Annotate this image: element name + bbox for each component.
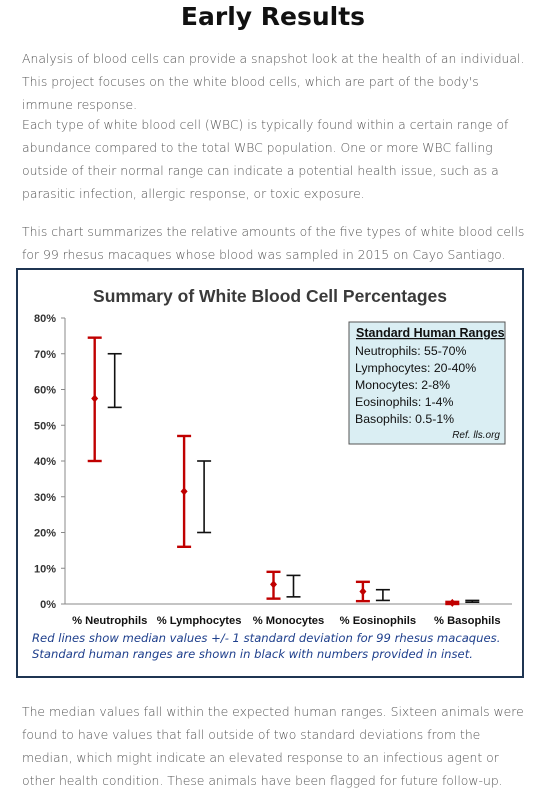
chart-description-paragraph: This chart summarizes the relative amoun…	[22, 224, 525, 262]
x-tick-label: % Monocytes	[253, 615, 325, 627]
inset-background	[348, 321, 506, 445]
caption-line-2: Standard human ranges are shown in black…	[32, 647, 473, 661]
y-tick-label: 40%	[34, 456, 56, 468]
page-title: Early Results	[180, 2, 366, 31]
chart-frame: Summary of White Blood Cell Percentages …	[16, 268, 524, 678]
y-tick-label: 80%	[34, 313, 56, 325]
caption-line-1: Red lines show median values +/- 1 stand…	[32, 631, 501, 645]
y-tick-label: 0%	[40, 599, 56, 611]
inset-line-eosinophils: Eosinophils: 1-4%	[355, 395, 453, 409]
inset-line-neutrophils: Neutrophils: 55-70%	[355, 344, 466, 358]
y-tick-label: 60%	[34, 385, 56, 397]
inset-box: Standard Human Ranges Neutrophils: 55-70…	[348, 321, 506, 445]
chart-axes: 0% 10% 20% 30% 40% 50% 60% 70% 80% % Neutrophils%…	[34, 313, 512, 627]
inset-line-monocytes: Monocytes: 2-8%	[355, 378, 450, 392]
inset-reference: Ref. lls.org	[452, 430, 500, 441]
y-tick-label: 50%	[34, 420, 56, 432]
wbc-chart: Summary of White Blood Cell Percentages …	[34, 286, 512, 627]
chart-caption: Red lines show median values +/- 1 stand…	[32, 630, 512, 662]
y-tick-label: 20%	[34, 528, 56, 540]
inset-line-lymphocytes: Lymphocytes: 20-40%	[355, 361, 476, 375]
y-tick-label: 70%	[34, 349, 56, 361]
inset-heading: Standard Human Ranges	[356, 326, 505, 340]
x-tick-label: % Neutrophils	[72, 615, 147, 627]
chart-marks	[87, 336, 480, 607]
conclusion-paragraph: The median values fall within the expect…	[22, 704, 524, 788]
y-tick-label: 10%	[34, 563, 56, 575]
red-median-marker	[91, 394, 99, 403]
x-tick-label: % Basophils	[434, 615, 501, 627]
inset-line-basophils: Basophils: 0.5-1%	[355, 412, 454, 426]
x-tick-label: % Lymphocytes	[157, 615, 242, 627]
intro-paragraph: Analysis of blood cells can provide a sn…	[22, 51, 525, 112]
red-median-marker	[180, 487, 188, 496]
red-median-marker	[448, 598, 456, 607]
red-median-marker	[359, 587, 367, 596]
wbc-paragraph: Each type of white blood cell (WBC) is t…	[22, 117, 509, 201]
red-median-marker	[270, 580, 277, 589]
y-tick-label: 30%	[34, 492, 56, 504]
chart-title: Summary of White Blood Cell Percentages	[93, 286, 447, 306]
x-tick-label: % Eosinophils	[340, 615, 416, 627]
